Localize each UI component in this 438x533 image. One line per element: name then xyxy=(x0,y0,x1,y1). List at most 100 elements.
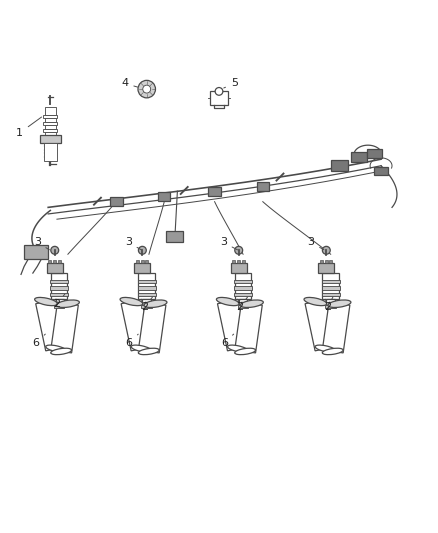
Bar xyxy=(234,280,252,283)
Bar xyxy=(47,263,63,273)
Polygon shape xyxy=(218,300,248,351)
Bar xyxy=(320,260,323,263)
Bar xyxy=(234,293,252,296)
Bar xyxy=(136,260,139,263)
Ellipse shape xyxy=(46,345,66,352)
Bar xyxy=(321,286,340,290)
Bar xyxy=(234,286,252,290)
Bar xyxy=(55,300,64,321)
Text: 6: 6 xyxy=(221,334,233,348)
Bar xyxy=(110,197,123,206)
Polygon shape xyxy=(121,300,152,351)
Ellipse shape xyxy=(51,348,71,354)
Bar xyxy=(237,260,240,263)
Bar xyxy=(232,260,235,263)
Bar xyxy=(43,115,57,118)
Ellipse shape xyxy=(235,348,255,354)
Bar xyxy=(238,304,248,308)
Bar xyxy=(141,260,144,263)
Circle shape xyxy=(138,246,146,254)
Text: 6: 6 xyxy=(32,334,45,348)
Text: 1: 1 xyxy=(16,117,42,138)
Circle shape xyxy=(138,80,155,98)
Ellipse shape xyxy=(120,297,143,305)
Ellipse shape xyxy=(131,345,152,352)
Text: 2: 2 xyxy=(324,297,333,312)
Circle shape xyxy=(322,246,330,254)
Bar xyxy=(45,118,56,122)
Polygon shape xyxy=(305,300,336,351)
Bar xyxy=(45,107,56,115)
Bar xyxy=(142,300,151,321)
Bar xyxy=(326,300,335,321)
Bar xyxy=(325,304,336,308)
Text: 3: 3 xyxy=(125,237,141,250)
Bar xyxy=(351,152,367,162)
Polygon shape xyxy=(322,302,350,353)
Ellipse shape xyxy=(216,297,239,305)
Bar xyxy=(208,187,221,196)
Bar xyxy=(318,263,334,273)
Bar xyxy=(321,293,340,296)
Bar xyxy=(329,260,332,263)
Circle shape xyxy=(143,85,151,93)
Text: 2: 2 xyxy=(237,297,247,312)
Bar xyxy=(235,273,251,300)
Bar xyxy=(43,129,57,133)
Bar xyxy=(325,260,328,263)
Polygon shape xyxy=(36,300,66,351)
Bar xyxy=(43,122,57,125)
Bar xyxy=(239,300,247,321)
Bar xyxy=(24,246,48,259)
Bar xyxy=(53,260,56,263)
Bar xyxy=(44,143,57,160)
Bar xyxy=(40,135,61,143)
Bar xyxy=(138,293,156,296)
Bar xyxy=(321,280,340,283)
Bar xyxy=(45,133,56,135)
Ellipse shape xyxy=(57,300,79,308)
Ellipse shape xyxy=(304,297,327,305)
Ellipse shape xyxy=(240,300,263,308)
Ellipse shape xyxy=(144,300,167,308)
Bar xyxy=(158,192,170,201)
Bar xyxy=(50,280,68,283)
Bar xyxy=(50,293,68,296)
Ellipse shape xyxy=(35,297,57,305)
Text: 3: 3 xyxy=(220,237,237,250)
Bar xyxy=(166,231,183,242)
Bar xyxy=(58,260,61,263)
Text: 2: 2 xyxy=(53,294,65,309)
Bar xyxy=(141,304,152,308)
Ellipse shape xyxy=(315,345,336,352)
Text: 3: 3 xyxy=(307,237,324,250)
Text: 2: 2 xyxy=(141,297,152,312)
Polygon shape xyxy=(138,302,166,353)
Bar xyxy=(138,273,155,300)
Bar xyxy=(54,304,64,308)
Text: 3: 3 xyxy=(34,237,49,250)
Bar xyxy=(331,160,348,172)
Bar xyxy=(322,273,339,300)
Bar xyxy=(138,286,156,290)
Circle shape xyxy=(235,246,243,254)
Circle shape xyxy=(51,246,59,254)
Bar xyxy=(374,167,388,175)
Circle shape xyxy=(215,87,223,95)
Bar xyxy=(231,263,247,273)
Ellipse shape xyxy=(322,348,343,354)
Polygon shape xyxy=(235,302,262,353)
Bar xyxy=(134,263,150,273)
Text: 5: 5 xyxy=(224,78,238,88)
Bar xyxy=(50,286,68,290)
Polygon shape xyxy=(51,302,78,353)
Ellipse shape xyxy=(227,345,248,352)
Bar xyxy=(145,260,148,263)
Ellipse shape xyxy=(328,300,351,308)
Ellipse shape xyxy=(138,348,159,354)
Bar xyxy=(210,91,228,105)
Bar xyxy=(242,260,245,263)
Bar xyxy=(48,260,51,263)
Bar xyxy=(257,182,269,191)
Text: 4: 4 xyxy=(121,78,138,88)
